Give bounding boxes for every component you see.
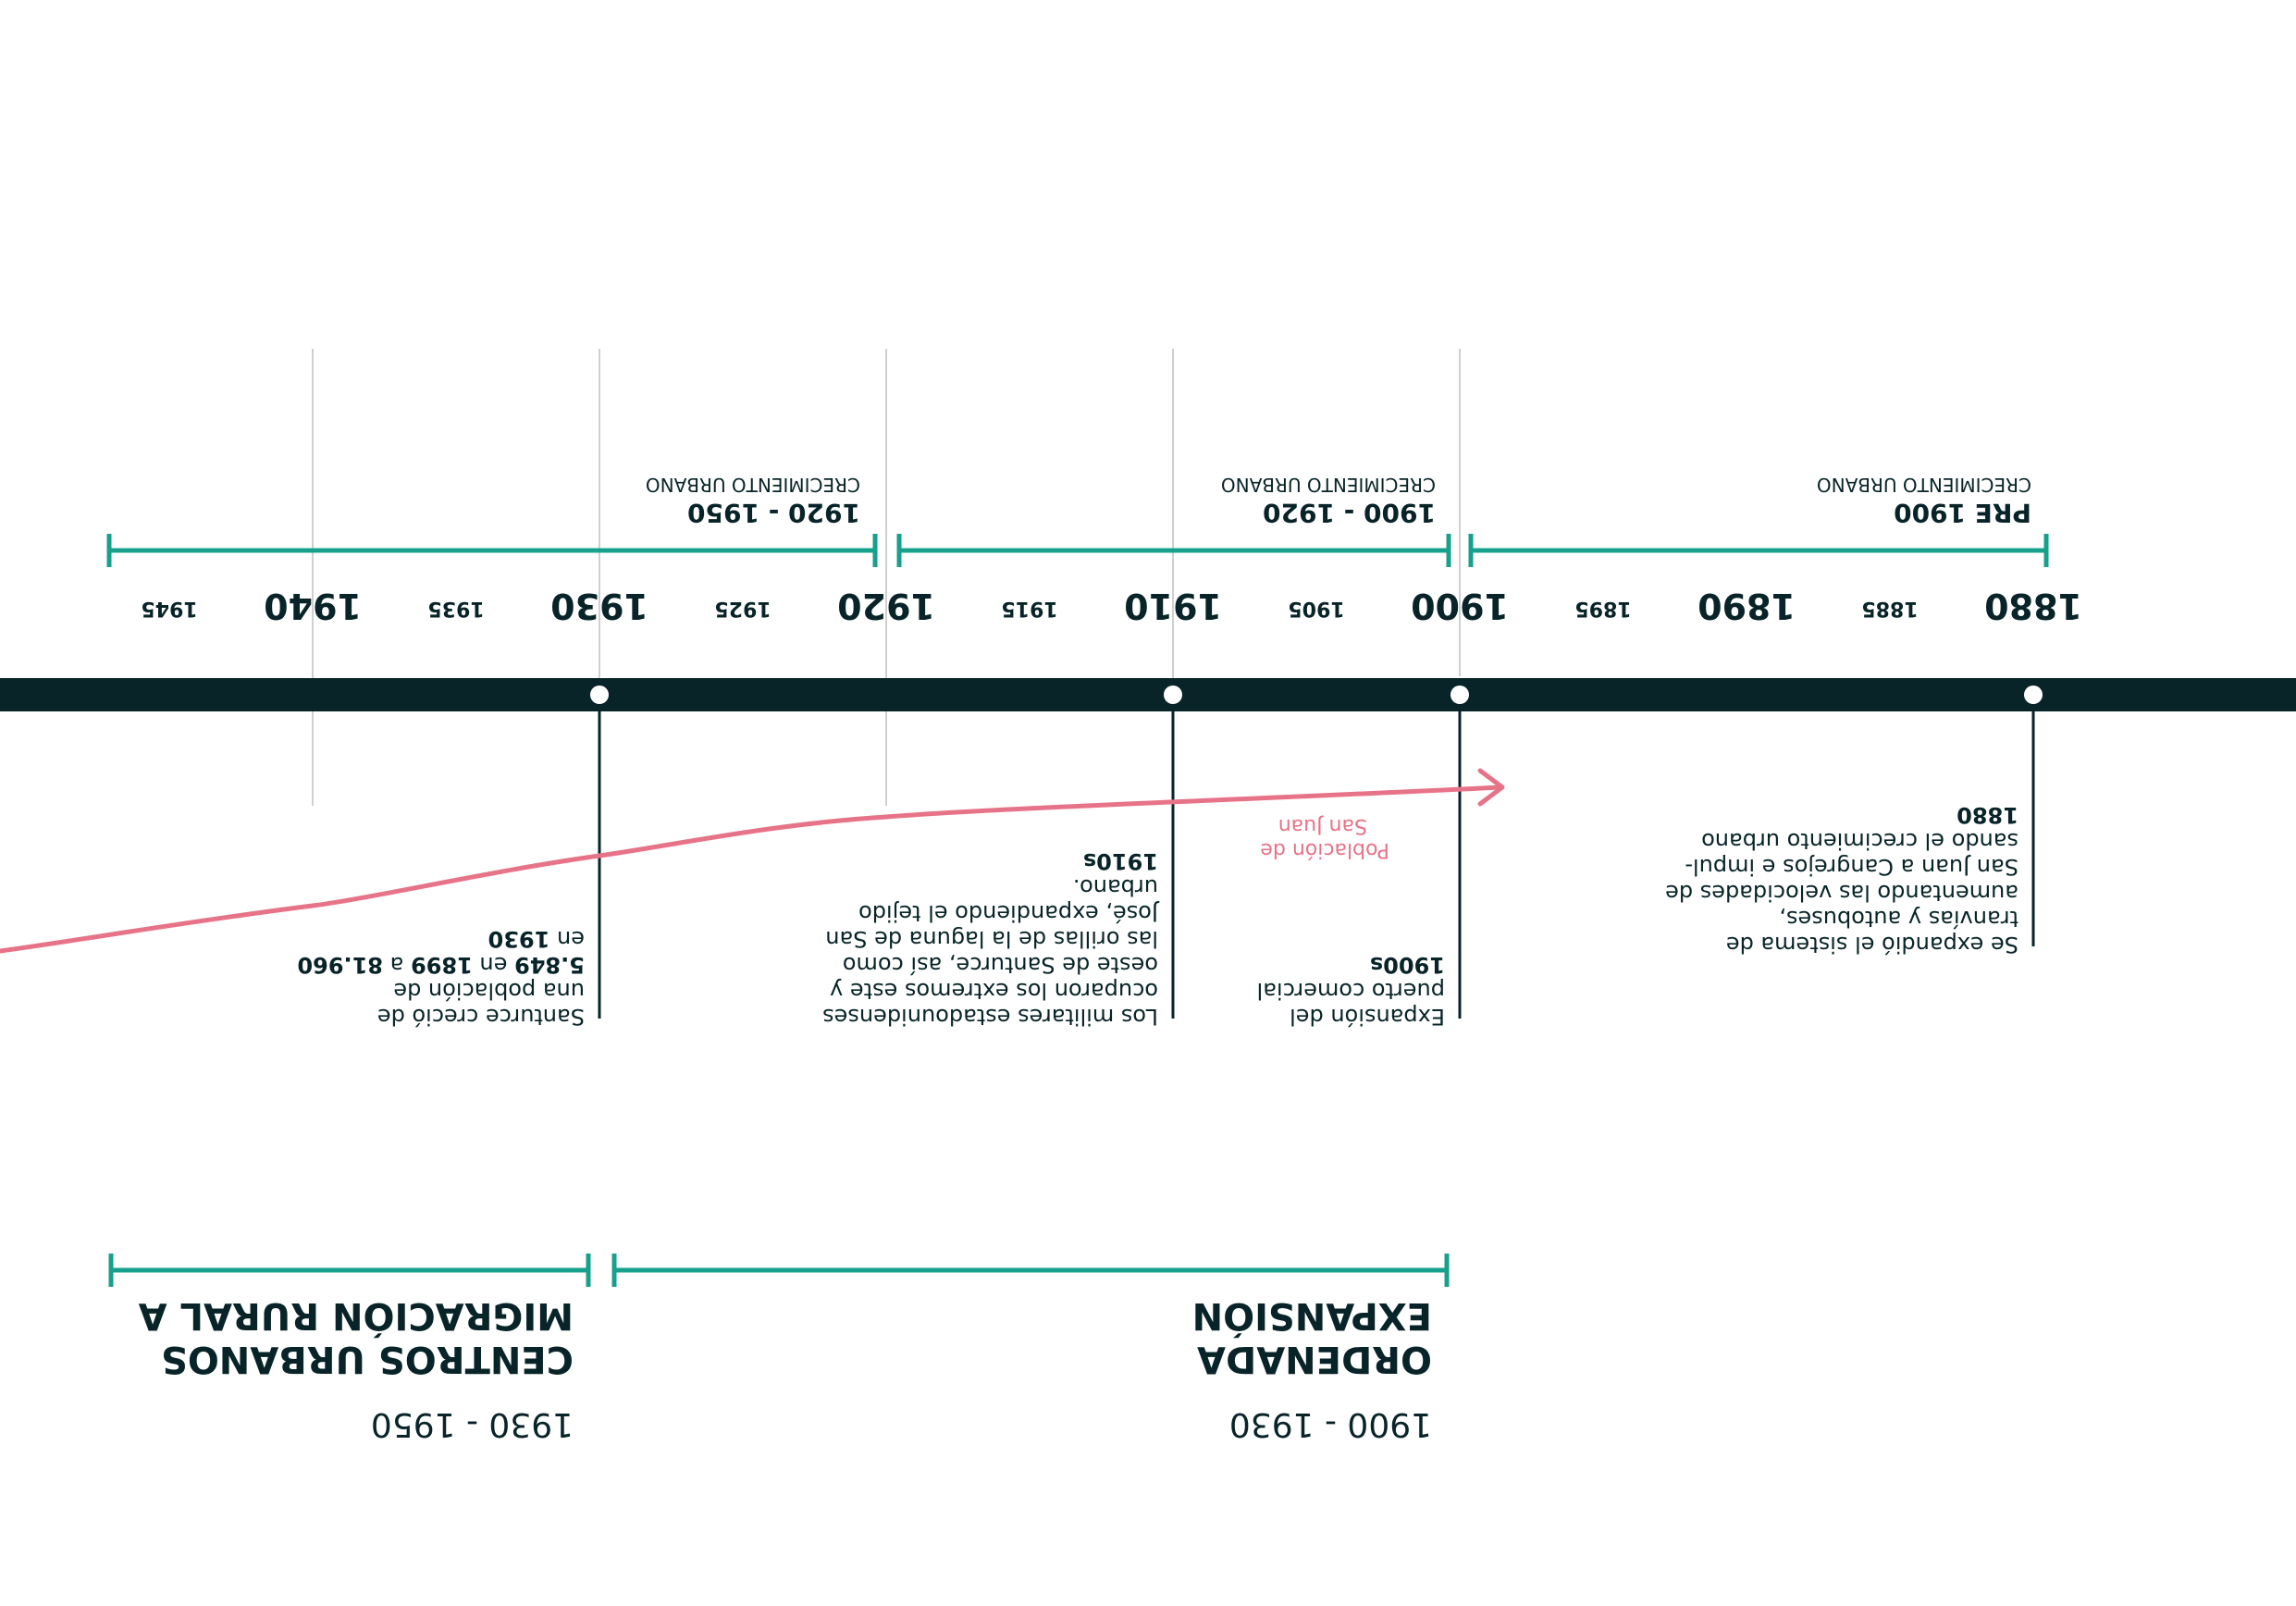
year-1935: 1935 [427,597,484,620]
dot-1930 [590,686,609,704]
year-1910: 1910 [1124,586,1222,626]
event-1880-line-3: aumentando las velocidades de [1665,880,2018,906]
event-1910-line-6: urbano. [1073,874,1158,900]
period-range-pre1900: PRE 1900 [1894,498,2031,528]
grid-lines [312,349,1461,806]
phase-title-migracion-1: MIGRACIÓN RURAL A [139,1294,574,1339]
event-1900-text: Expansión del puerto comercial 1900s [1257,952,1445,1030]
period-range-1920: 1920 - 1950 [687,498,860,528]
event-1910-year: 1910s [1083,848,1158,874]
population-curve-line [0,784,1503,954]
year-1925: 1925 [714,597,771,620]
event-1930-year-b: 1930 [488,926,550,952]
population-arrowhead [1477,768,1505,807]
phase-title-expansion-2: ORDENADA [1197,1338,1432,1380]
event-1880-line-1: Se expandió el sistema de [1726,932,2018,957]
event-1930-text: Santurce creció de una población de 5.84… [297,926,585,1030]
population-label-1: Población de [1260,838,1389,861]
bracket-1920-1950 [106,534,878,567]
year-labels: 1880 1885 1890 1895 1900 1905 1910 1915 … [141,586,2082,626]
event-1930-line-4: en 1930 [488,926,585,952]
year-1915: 1915 [1001,597,1057,620]
event-1910-line-5: José, expandiendo el tejido [858,900,1160,926]
event-connectors [598,711,2035,1019]
event-dots [590,686,2043,704]
event-1880-line-4: San Juan a Cangrejos e impul- [1685,854,2018,880]
event-1900-line-1: Expansión del [1290,1004,1445,1030]
event-1930-en-2: en [557,926,585,952]
event-1930-line-3: 5.849 en 1899 a 81.960 [297,952,585,978]
event-1910-text: Los militares estadounidenses ocuparon l… [822,848,1160,1030]
phase-range-migracion: 1930 - 1950 [371,1405,574,1443]
phase-title-expansion-1: EXPANSIÓN [1192,1294,1432,1339]
event-1910-line-3: oeste de Santurce, así como [843,952,1158,978]
period-label-1920: CRECIMIENTO URBANO [646,474,860,496]
event-1930-line-2: una población de [393,978,585,1004]
bracket-migracion [108,1254,591,1287]
phase-range-expansion: 1900 - 1930 [1229,1405,1432,1443]
growth-period-brackets [106,534,2049,567]
dot-1900 [1450,686,1469,704]
event-1930-year-a: 1899 [411,952,473,978]
year-1920: 1920 [837,586,935,626]
year-1940: 1940 [264,586,362,626]
period-range-1900: 1900 - 1920 [1263,498,1436,528]
event-1900-line-2: puerto comercial [1257,978,1445,1004]
event-1930-en-1: en [479,952,507,978]
event-1930-pop-a: 5.849 [514,952,585,978]
event-1910-line-4: las orillas de la laguna de San [825,926,1158,952]
bracket-1900-1920 [896,534,1451,567]
timeline-axis [0,678,2296,711]
event-1930-line-1: Santurce creció de [377,1004,585,1030]
year-1880: 1880 [1984,586,2082,626]
event-1880-line-2: tranvías y autobuses, [1779,906,2018,932]
period-label-pre1900: CRECIMIENTO URBANO [1817,474,2031,496]
event-1930-a: a [390,952,404,978]
year-1930: 1930 [550,586,648,626]
event-1930-pop-b: 81.960 [297,952,383,978]
population-curve: Población de San Juan [0,768,1505,954]
growth-period-labels: PRE 1900 CRECIMIENTO URBANO 1900 - 1920 … [646,474,2031,528]
population-label-2: San Juan [1278,814,1367,837]
event-1880-year: 1880 [1957,802,2018,828]
phase-brackets [108,1254,1450,1287]
event-1910-line-2: ocuparon los extremos este y [830,978,1158,1004]
event-1880-text: Se expandió el sistema de tranvías y aut… [1665,802,2018,957]
bracket-pre1900 [1468,534,2049,567]
phase-title-migracion-2: CENTROS URBANOS [161,1338,574,1380]
event-1880-line-5: sando el crecimiento urbano [1701,828,2018,854]
dot-1910 [1164,686,1182,704]
year-1900: 1900 [1411,586,1509,626]
phase-titles: EXPANSIÓN ORDENADA 1900 - 1930 MIGRACIÓN… [139,1294,1432,1443]
bracket-expansion [611,1254,1450,1287]
year-1905: 1905 [1288,597,1344,620]
year-1895: 1895 [1574,597,1631,620]
year-1885: 1885 [1861,597,1918,620]
rotated-content: 1880 1885 1890 1895 1900 1905 1910 1915 … [0,349,2296,1443]
event-1900-year: 1900s [1370,952,1445,978]
year-1890: 1890 [1697,586,1796,626]
event-1910-line-1: Los militares estadounidenses [822,1004,1158,1030]
year-1945: 1945 [141,597,197,620]
period-label-1900: CRECIMIENTO URBANO [1221,474,1436,496]
dot-1880 [2024,686,2043,704]
